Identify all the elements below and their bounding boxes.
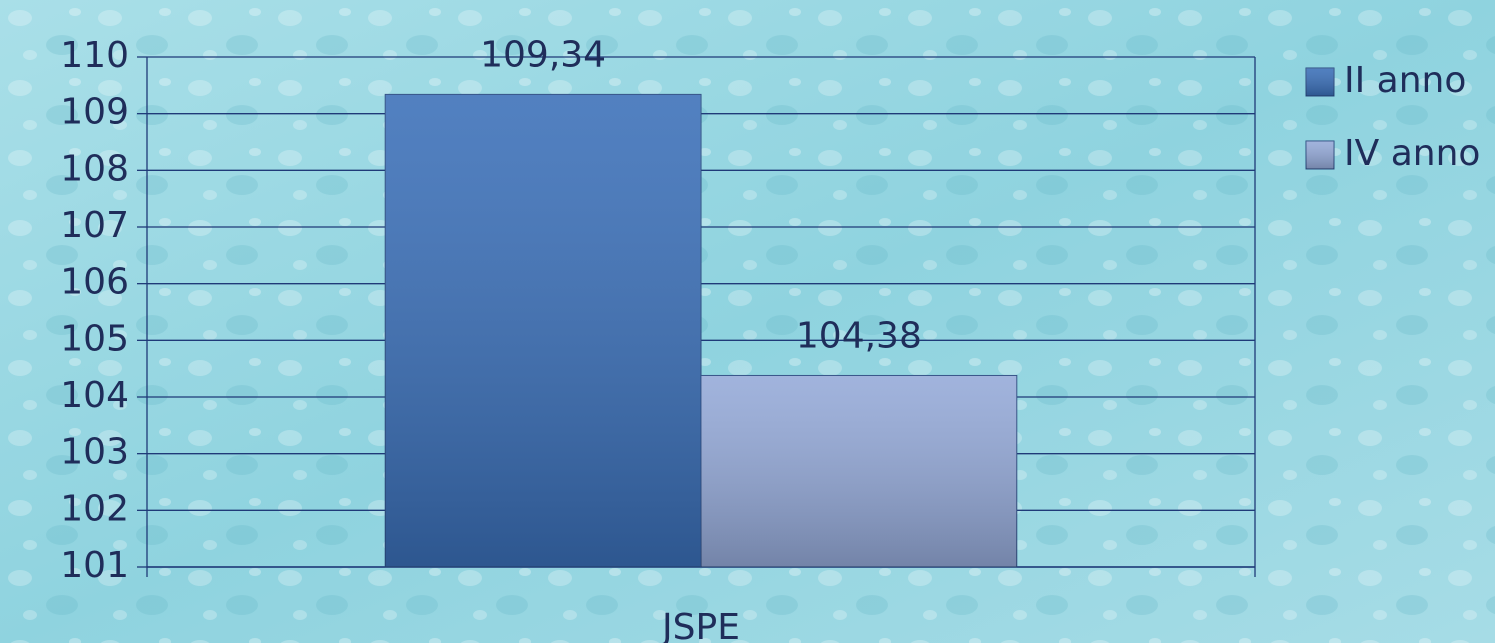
value-label: 104,38	[796, 315, 922, 356]
y-tick-label: 104	[60, 375, 129, 416]
y-tick-label: 103	[60, 432, 129, 473]
value-label: 109,34	[480, 34, 606, 75]
y-tick-label: 102	[60, 488, 129, 529]
legend-label: II anno	[1344, 60, 1466, 101]
y-tick-label: 101	[60, 545, 129, 586]
y-tick-label: 105	[60, 318, 129, 359]
x-tick-label: JSPE	[660, 607, 740, 643]
y-tick-label: 110	[60, 35, 129, 76]
y-tick-label: 107	[60, 205, 129, 246]
y-tick-label: 108	[60, 148, 129, 189]
y-tick-label: 106	[60, 262, 129, 303]
legend-swatch-shade	[1306, 68, 1334, 96]
bar-shade	[385, 94, 701, 568]
legend-label: IV anno	[1344, 133, 1480, 174]
bar-shade	[701, 375, 1017, 567]
y-tick-label: 109	[60, 92, 129, 133]
legend-swatch-shade	[1306, 141, 1334, 169]
